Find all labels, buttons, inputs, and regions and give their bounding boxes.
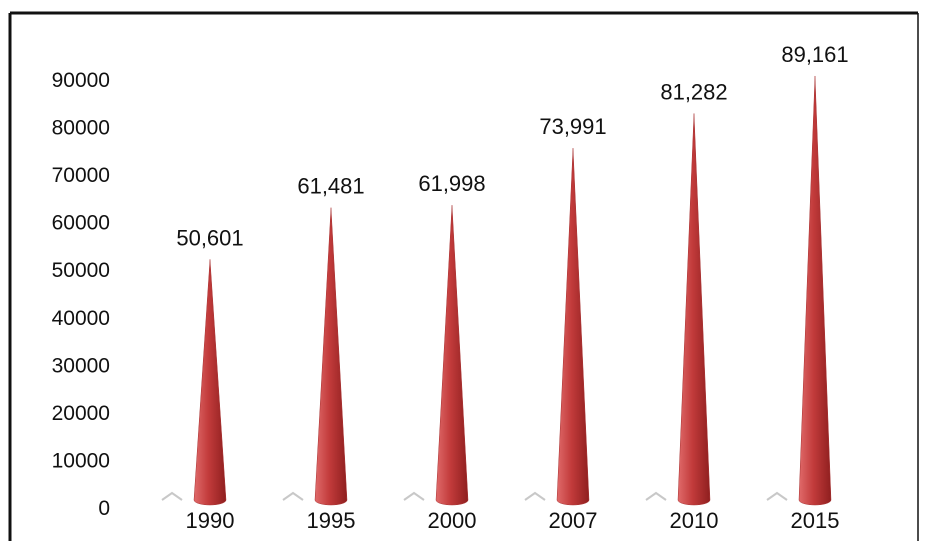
floor-marker <box>524 491 546 501</box>
y-tick-label: 90000 <box>52 69 110 92</box>
data-label: 89,161 <box>781 42 848 67</box>
data-label: 61,998 <box>418 171 485 196</box>
x-category-label: 1995 <box>307 508 356 533</box>
cone-bar <box>677 113 711 506</box>
x-category-label: 2000 <box>428 508 477 533</box>
y-tick-label: 20000 <box>52 402 110 425</box>
y-tick-label: 30000 <box>52 354 110 377</box>
y-tick-label: 70000 <box>52 164 110 187</box>
floor-marker <box>161 491 183 501</box>
y-tick-label: 0 <box>98 497 110 520</box>
y-tick-label: 60000 <box>52 212 110 235</box>
y-tick-label: 40000 <box>52 307 110 330</box>
data-label: 50,601 <box>176 225 243 250</box>
cone-bar <box>314 207 348 506</box>
floor-marker <box>282 491 304 501</box>
cone-bar <box>193 259 227 506</box>
plot-area: 50,601 1990 61,481 1995 61,998 2000 73,991 2007… <box>161 42 849 533</box>
cone-bar <box>556 148 590 506</box>
y-tick-label: 80000 <box>52 117 110 140</box>
floor-marker <box>766 491 788 501</box>
x-category-label: 2010 <box>670 508 719 533</box>
y-tick-label: 50000 <box>52 259 110 282</box>
x-category-label: 2007 <box>549 508 598 533</box>
cone-bar <box>798 75 832 506</box>
x-category-label: 1990 <box>186 508 235 533</box>
data-label: 61,481 <box>297 174 364 199</box>
cone-bar <box>435 205 469 506</box>
floor-marker <box>403 491 425 501</box>
y-tick-label: 10000 <box>52 449 110 472</box>
data-label: 73,991 <box>539 114 606 139</box>
x-category-label: 2015 <box>791 508 840 533</box>
y-axis: 0 10000 20000 30000 40000 50000 60000 70000 8000… <box>52 69 110 520</box>
data-label: 81,282 <box>660 79 727 104</box>
floor-marker <box>645 491 667 501</box>
